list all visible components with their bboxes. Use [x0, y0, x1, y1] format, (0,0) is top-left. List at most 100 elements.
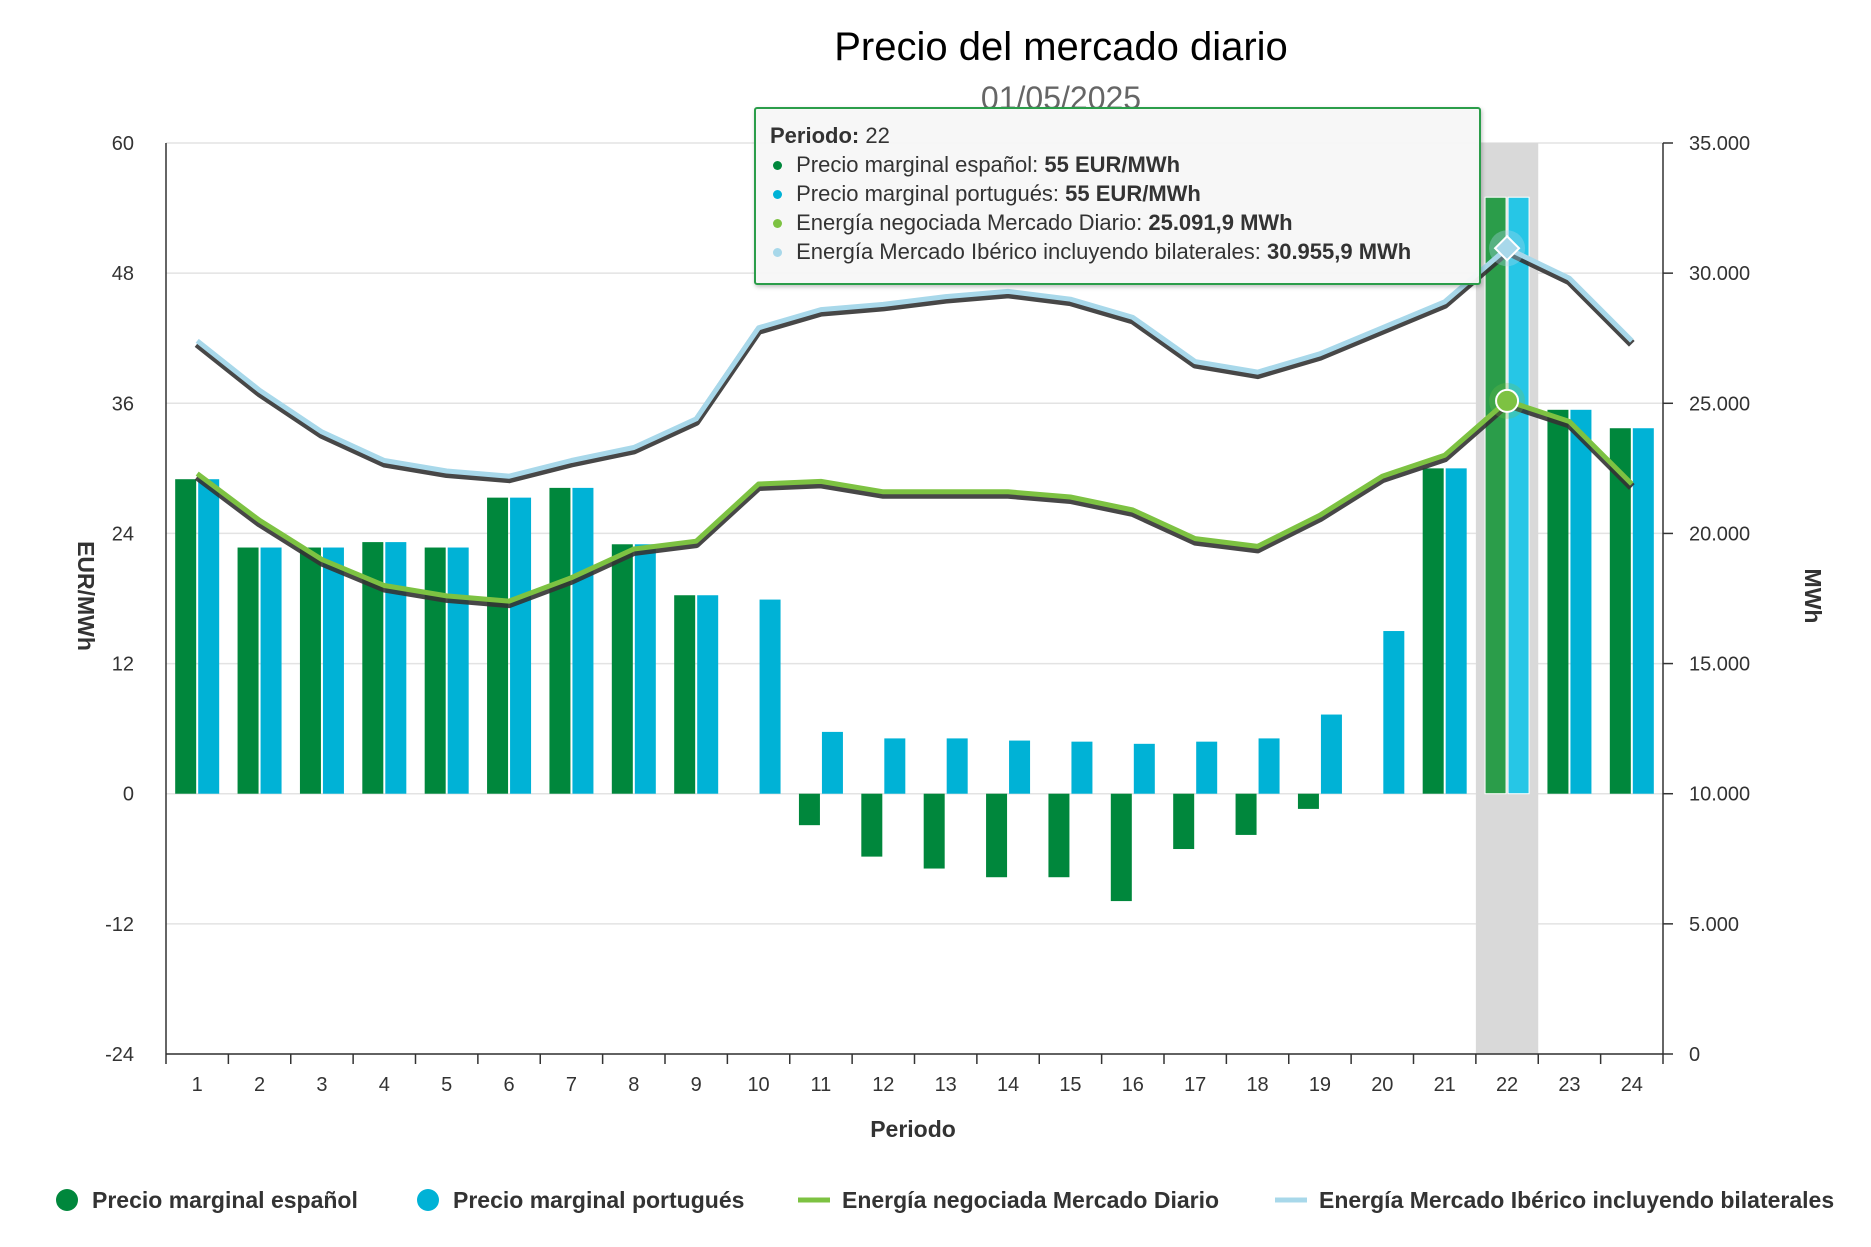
y-left-tick-label: 36 — [112, 393, 134, 415]
bar-spanish-22 — [1484, 196, 1507, 795]
bar-portuguese-10 — [759, 599, 781, 794]
bar-spanish-19 — [1297, 793, 1319, 809]
bar-portuguese-14 — [1009, 740, 1031, 794]
tooltip-label-spanish: Precio marginal español: — [796, 152, 1039, 177]
legend-label-energy-daily: Energía negociada Mercado Diario — [842, 1187, 1219, 1213]
x-axis-title: Periodo — [870, 1116, 956, 1142]
y-left-tick-label: 12 — [112, 654, 134, 676]
bar-spanish-3 — [299, 547, 321, 794]
x-tick-label: 6 — [504, 1074, 515, 1096]
x-tick-label: 8 — [628, 1074, 639, 1096]
y-axis-left-title: EUR/MWh — [73, 541, 99, 651]
bar-portuguese-5 — [447, 547, 469, 794]
chart-title: Precio del mercado diario — [834, 25, 1288, 69]
bar-portuguese-7 — [572, 487, 594, 794]
tooltip: Periodo: 22 Precio marginal español: 55 … — [754, 107, 1481, 285]
legend-item-energy-iberian[interactable]: Energía Mercado Ibérico incluyendo bilat… — [1275, 1187, 1834, 1213]
legend-item-spanish-price[interactable]: Precio marginal español — [56, 1187, 358, 1213]
y-right-tick-label: 10.000 — [1689, 784, 1750, 806]
lines-layer — [194, 245, 1635, 609]
bars-layer — [175, 196, 1654, 902]
legend: Precio marginal español Precio marginal … — [56, 1187, 1834, 1213]
bar-spanish-16 — [1110, 793, 1132, 902]
x-tick-label: 17 — [1184, 1074, 1206, 1096]
bar-spanish-12 — [861, 793, 883, 857]
bar-portuguese-24 — [1632, 428, 1654, 794]
y-right-tick-label: 0 — [1689, 1044, 1700, 1066]
bar-spanish-17 — [1173, 793, 1195, 850]
x-tick-label: 19 — [1309, 1074, 1331, 1096]
bar-portuguese-13 — [946, 738, 968, 794]
bar-portuguese-1 — [198, 479, 220, 794]
x-tick-label: 13 — [935, 1074, 957, 1096]
x-tick-label: 1 — [192, 1074, 203, 1096]
y-right-tick-label: 15.000 — [1689, 654, 1750, 676]
line-energy-iberian — [195, 245, 1634, 479]
bar-portuguese-17 — [1196, 741, 1218, 794]
bar-portuguese-12 — [884, 738, 906, 794]
markers-layer — [1489, 230, 1526, 419]
tooltip-dot-energy-daily-icon — [773, 218, 782, 228]
x-tick-label: 4 — [379, 1074, 390, 1096]
tooltip-label-portuguese: Precio marginal portugués: — [796, 181, 1060, 206]
tooltip-row-energy-iberian: Energía Mercado Ibérico incluyendo bilat… — [770, 237, 1465, 266]
tooltip-period-value: 22 — [865, 123, 890, 148]
tooltip-value-energy-iberian: 30.955,9 MWh — [1266, 239, 1412, 264]
tooltip-value-energy-daily: 25.091,9 MWh — [1148, 210, 1293, 235]
tooltip-period-row: Periodo: 22 — [770, 121, 1465, 150]
x-tick-label: 18 — [1246, 1074, 1268, 1096]
x-tick-label: 5 — [441, 1074, 452, 1096]
x-tick-label: 22 — [1496, 1074, 1518, 1096]
bar-portuguese-3 — [322, 547, 344, 794]
x-tick-label: 10 — [747, 1074, 769, 1096]
y-axis-right-title: MWh — [1800, 569, 1826, 624]
tooltip-dot-energy-iberian-icon — [773, 247, 782, 257]
y-left-tick-label: 24 — [112, 523, 134, 545]
bar-portuguese-2 — [260, 547, 282, 794]
bar-spanish-2 — [237, 547, 259, 794]
axes-layer: 60483624120-12-2435.00030.00025.00020.00… — [105, 133, 1750, 1096]
y-right-tick-label: 20.000 — [1689, 523, 1750, 545]
bar-spanish-9 — [674, 595, 696, 794]
tooltip-row-energy-daily: Energía negociada Mercado Diario: 25.091… — [770, 208, 1465, 237]
x-tick-label: 14 — [997, 1074, 1019, 1096]
legend-item-portuguese-price[interactable]: Precio marginal portugués — [417, 1187, 744, 1213]
bar-spanish-14 — [986, 793, 1008, 878]
bar-portuguese-16 — [1133, 743, 1155, 794]
bar-portuguese-20 — [1383, 631, 1405, 794]
marker-energy-daily — [1495, 388, 1520, 413]
bar-spanish-13 — [923, 793, 945, 869]
tooltip-period-label: Periodo: — [770, 123, 860, 148]
y-right-tick-label: 25.000 — [1689, 393, 1750, 415]
bar-spanish-7 — [549, 487, 571, 794]
x-tick-label: 3 — [316, 1074, 327, 1096]
x-tick-label: 9 — [691, 1074, 702, 1096]
legend-item-energy-daily[interactable]: Energía negociada Mercado Diario — [798, 1187, 1219, 1213]
x-tick-label: 21 — [1434, 1074, 1456, 1096]
legend-label-portuguese-price: Precio marginal portugués — [453, 1187, 744, 1213]
bar-portuguese-8 — [634, 544, 656, 794]
bar-portuguese-6 — [510, 497, 532, 794]
bar-portuguese-19 — [1320, 714, 1342, 794]
bar-spanish-24 — [1609, 428, 1631, 794]
tooltip-label-energy-iberian: Energía Mercado Ibérico incluyendo bilat… — [796, 239, 1261, 264]
tooltip-row-portuguese: Precio marginal portugués: 55 EUR/MWh — [770, 179, 1465, 208]
x-tick-label: 12 — [872, 1074, 894, 1096]
y-left-tick-label: 60 — [112, 133, 134, 155]
y-right-tick-label: 5.000 — [1689, 914, 1739, 936]
bar-portuguese-22 — [1507, 196, 1530, 795]
y-right-tick-label: 30.000 — [1689, 263, 1750, 285]
line-shadow-0 — [194, 399, 1635, 609]
tooltip-value-portuguese: 55 EUR/MWh — [1065, 181, 1201, 206]
bar-spanish-18 — [1235, 793, 1257, 835]
bar-spanish-23 — [1547, 409, 1569, 794]
bar-spanish-21 — [1422, 468, 1444, 794]
bar-spanish-5 — [424, 547, 446, 794]
tooltip-row-spanish: Precio marginal español: 55 EUR/MWh — [770, 150, 1465, 179]
bar-portuguese-23 — [1570, 409, 1592, 794]
legend-label-energy-iberian: Energía Mercado Ibérico incluyendo bilat… — [1319, 1187, 1834, 1213]
x-tick-label: 24 — [1621, 1074, 1643, 1096]
marker-energy-iberian — [1493, 234, 1521, 262]
bar-portuguese-4 — [385, 542, 407, 794]
legend-dot-portuguese-icon — [417, 1189, 439, 1211]
